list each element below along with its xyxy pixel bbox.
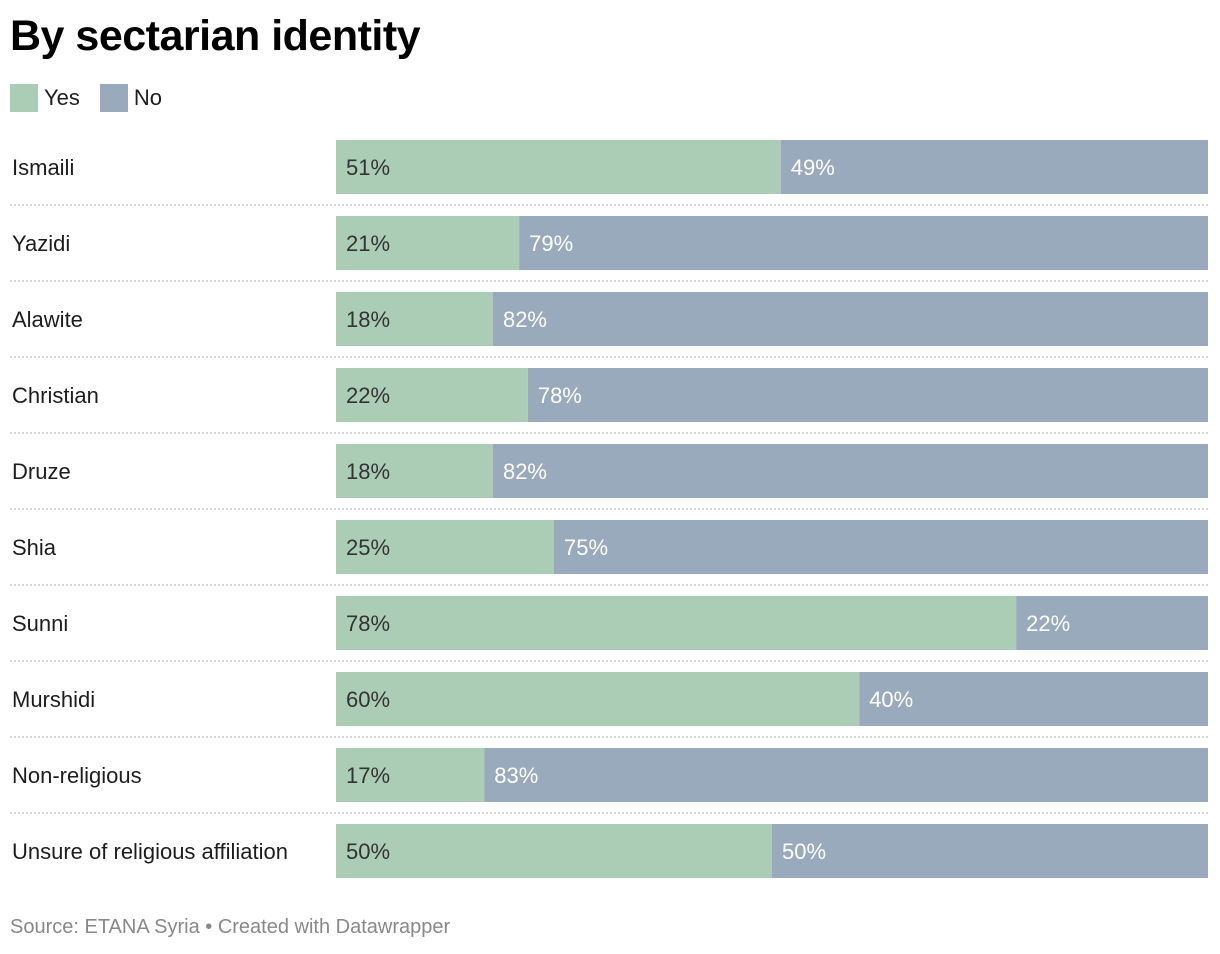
category-label-yazidi: Yazidi (12, 231, 70, 256)
data-label-christian-yes: 22% (346, 383, 390, 408)
data-label-shia-yes: 25% (346, 535, 390, 560)
legend-label-yes: Yes (44, 85, 80, 110)
legend-swatch-yes (10, 84, 38, 112)
chart-title: By sectarian identity (10, 12, 421, 60)
bar-druze-no (492, 444, 1209, 498)
legend-item-yes: Yes (10, 84, 80, 112)
data-label-alawite-yes: 18% (346, 307, 390, 332)
category-label-ismaili: Ismaili (12, 155, 74, 180)
category-label-non-religious: Non-religious (12, 763, 142, 788)
data-label-non-religious-yes: 17% (346, 763, 390, 788)
bar-murshidi-yes (336, 672, 860, 726)
category-label-sunni: Sunni (12, 611, 68, 636)
bar-non-religious-no (484, 748, 1208, 802)
bar-alawite-yes (336, 292, 493, 346)
bar-non-religious-yes (336, 748, 485, 802)
data-label-yazidi-no: 79% (529, 231, 573, 256)
bar-druze-yes (336, 444, 493, 498)
bar-yazidi-no (519, 216, 1208, 270)
bar-shia-no (554, 520, 1208, 574)
bar-christian-yes (336, 368, 528, 422)
data-label-yazidi-yes: 21% (346, 231, 390, 256)
data-label-ismaili-no: 49% (791, 155, 835, 180)
bar-yazidi-yes (336, 216, 520, 270)
category-label-unsure-of-religious-affiliation: Unsure of religious affiliation (12, 839, 288, 864)
legend-item-no: No (99, 84, 163, 112)
data-label-druze-no: 82% (503, 459, 547, 484)
bar-sunni-no (1016, 596, 1208, 650)
category-label-alawite: Alawite (12, 307, 83, 332)
data-label-sunni-yes: 78% (346, 611, 390, 636)
data-label-non-religious-no: 83% (494, 763, 538, 788)
data-label-alawite-no: 82% (503, 307, 547, 332)
bar-christian-no (527, 368, 1208, 422)
legend: Yes No (10, 84, 182, 112)
bar-alawite-no (492, 292, 1209, 346)
data-label-christian-no: 78% (538, 383, 582, 408)
data-label-murshidi-yes: 60% (346, 687, 390, 712)
data-label-sunni-no: 22% (1026, 611, 1070, 636)
category-label-christian: Christian (12, 383, 99, 408)
source-footer: Source: ETANA Syria • Created with Dataw… (10, 916, 451, 938)
bar-sunni-yes (336, 596, 1017, 650)
legend-swatch-no (99, 84, 128, 112)
data-label-ismaili-yes: 51% (346, 155, 390, 180)
bar-unsure-of-religious-affiliation-yes (336, 824, 772, 878)
bar-ismaili-no (780, 140, 1208, 194)
stacked-bar-chart: Ismaili 51% 49% Yazidi 21% 79% Alawite 18% 82% Ch… (10, 140, 1209, 878)
category-label-murshidi: Murshidi (12, 687, 95, 712)
category-label-druze: Druze (12, 459, 71, 484)
data-label-shia-no: 75% (564, 535, 608, 560)
data-label-murshidi-no: 40% (869, 687, 913, 712)
bar-shia-yes (336, 520, 554, 574)
bar-ismaili-yes (336, 140, 781, 194)
bar-unsure-of-religious-affiliation-no (772, 824, 1208, 878)
data-label-unsure-of-religious-affiliation-yes: 50% (346, 839, 390, 864)
category-label-shia: Shia (12, 535, 57, 560)
data-label-druze-yes: 18% (346, 459, 390, 484)
data-label-unsure-of-religious-affiliation-no: 50% (782, 839, 826, 864)
legend-label-no: No (133, 85, 163, 110)
bar-murshidi-no (859, 672, 1208, 726)
